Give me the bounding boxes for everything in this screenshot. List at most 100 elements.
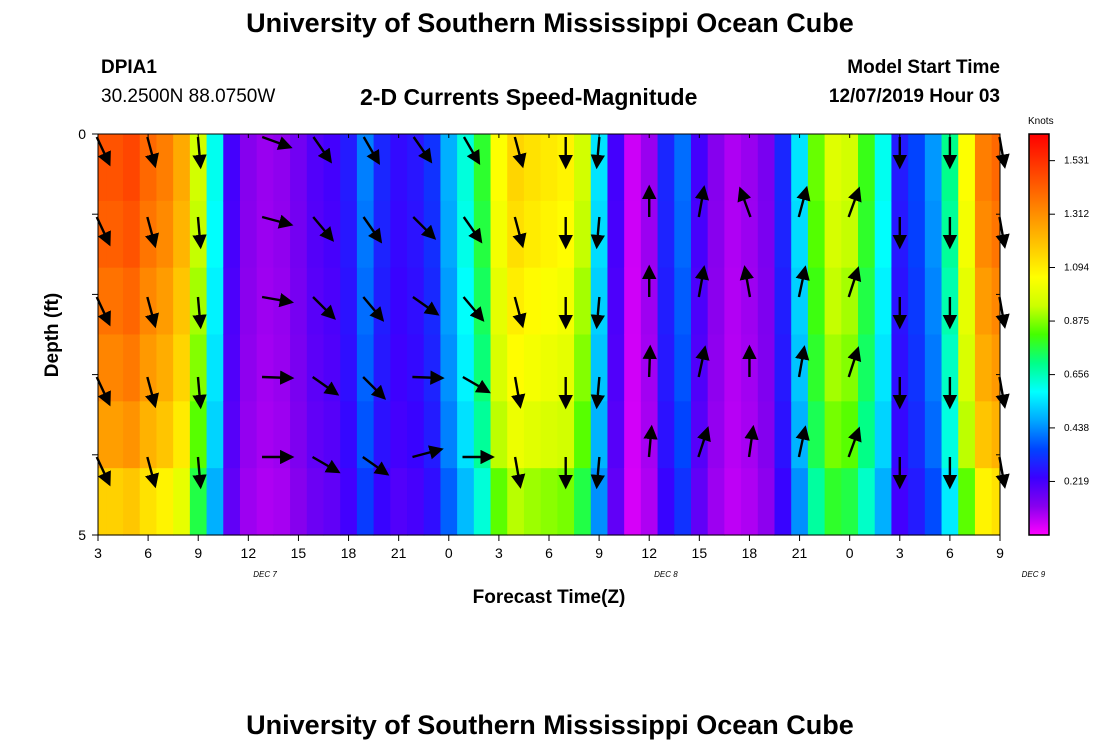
- heatmap-cell: [273, 468, 291, 536]
- heatmap-cell: [139, 401, 158, 469]
- heatmap-cell: [206, 401, 224, 469]
- current-vector-arrow: [145, 296, 159, 329]
- heatmap-cell: [741, 200, 759, 269]
- heatmap-cell: [724, 468, 742, 536]
- heatmap-cell: [974, 267, 993, 336]
- heatmap-cell: [440, 267, 458, 336]
- heatmap-cell: [958, 267, 976, 336]
- heatmap-cell: [707, 267, 725, 336]
- current-vector-arrow: [847, 346, 862, 378]
- heatmap-cell: [206, 334, 224, 402]
- heatmap-cell: [908, 401, 926, 469]
- heatmap-cell: [206, 468, 224, 536]
- heatmap-cell: [256, 134, 274, 202]
- heatmap-cell: [123, 267, 141, 336]
- heatmap-cell: [707, 468, 725, 536]
- current-vector-arrow: [590, 216, 605, 250]
- x-tick-label: 6: [946, 545, 954, 561]
- heatmap-cell: [958, 334, 976, 402]
- heatmap-cell: [824, 200, 842, 269]
- current-vector-arrow: [192, 216, 207, 250]
- current-vector-arrow: [192, 376, 207, 410]
- heatmap-cell: [791, 468, 809, 536]
- heatmap-cell: [457, 334, 475, 402]
- heatmap-cell: [206, 267, 224, 336]
- heatmap-cell: [407, 200, 425, 269]
- heatmap-cell: [323, 401, 341, 469]
- heatmap-cell: [340, 401, 358, 469]
- colorbar-label: Knots: [1028, 116, 1054, 127]
- current-vectors: [95, 135, 1010, 490]
- heatmap-cell: [356, 134, 375, 202]
- x-tick-label: 21: [792, 545, 808, 561]
- heatmap-cell: [908, 334, 926, 402]
- heatmap-cell: [390, 401, 408, 469]
- heatmap-cell: [958, 134, 976, 202]
- heatmap-cell: [624, 134, 642, 202]
- heatmap-cell: [674, 200, 692, 269]
- heatmap-cell: [123, 468, 141, 536]
- heatmap-cell: [323, 267, 341, 336]
- heatmap-cell: [373, 267, 391, 336]
- heatmap-cell: [607, 468, 625, 536]
- heatmap-cell: [540, 334, 558, 402]
- heatmap-cell: [373, 200, 391, 269]
- heatmap-cell: [173, 401, 191, 469]
- heatmap-cell: [106, 468, 124, 536]
- day-label: DEC 9: [1022, 570, 1046, 579]
- heatmap-cell: [440, 134, 458, 202]
- heatmap-cell: [908, 267, 926, 336]
- heatmap-cell: [690, 468, 709, 536]
- heatmap-cell: [356, 468, 375, 536]
- heatmap-cell: [874, 200, 893, 269]
- heatmap-cell: [774, 468, 792, 536]
- heatmap-cell: [356, 200, 375, 269]
- heatmap-cell: [340, 468, 358, 536]
- current-vector-arrow: [737, 186, 752, 218]
- heatmap-cell: [640, 134, 659, 202]
- heatmap-cell: [991, 468, 1000, 536]
- heatmap-cell: [507, 468, 525, 536]
- heatmap-cell: [841, 200, 859, 269]
- heatmap-cell: [574, 267, 592, 336]
- heatmap-cell: [373, 134, 391, 202]
- heatmap-cell: [858, 468, 876, 536]
- heatmap-cell: [741, 401, 759, 469]
- current-vector-arrow: [643, 424, 658, 458]
- current-vector-arrow: [145, 456, 159, 489]
- colorbar: Knots 1.531 1.312 1.094 0.875 0.656 0.438 0.21…: [1028, 116, 1089, 536]
- heatmap-cell: [574, 200, 592, 269]
- x-tick-label: 6: [545, 545, 553, 561]
- heatmap-cell: [574, 401, 592, 469]
- heatmap-cell: [540, 468, 558, 536]
- model-start-label: Model Start Time: [847, 57, 1000, 78]
- heatmap-cell: [423, 267, 442, 336]
- heatmap-cell: [690, 200, 709, 269]
- heatmap-cell: [974, 401, 993, 469]
- heatmap-cell: [223, 468, 241, 536]
- heatmap-cell: [290, 401, 308, 469]
- current-vector-arrow: [512, 216, 527, 249]
- current-vector-arrow: [95, 376, 111, 407]
- heatmap-cell: [98, 267, 107, 336]
- heatmap-cell: [457, 200, 475, 269]
- heatmap-cell: [373, 334, 391, 402]
- current-vector-arrow: [261, 370, 295, 385]
- heatmap-cell: [991, 134, 1000, 202]
- heatmap-cell: [407, 401, 425, 469]
- heatmap-cell: [239, 468, 258, 536]
- heatmap-cell: [323, 134, 341, 202]
- speed-heatmap: [98, 134, 1000, 536]
- x-tick-label: 6: [144, 545, 152, 561]
- heatmap-cell: [590, 468, 609, 536]
- heatmap-cell: [156, 401, 174, 469]
- current-vector-arrow: [312, 136, 333, 164]
- heatmap-cell: [958, 468, 976, 536]
- y-axis-title: Depth (ft): [42, 293, 63, 377]
- heatmap-cell: [473, 468, 492, 536]
- heatmap-cell: [707, 200, 725, 269]
- heatmap-cell: [390, 334, 408, 402]
- heatmap-cell: [858, 334, 876, 402]
- heatmap-cell: [457, 401, 475, 469]
- current-vector-arrow: [642, 344, 657, 378]
